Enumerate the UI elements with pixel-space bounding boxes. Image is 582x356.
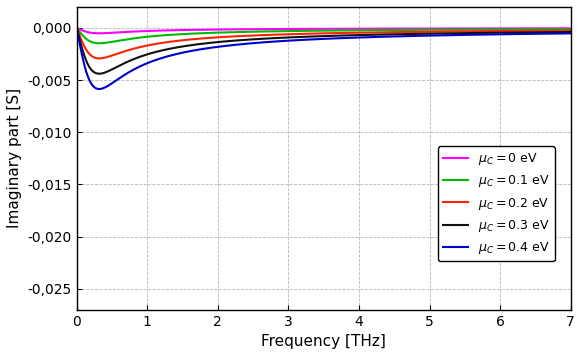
$\mu_C = 0.3$ eV <box>558 30 565 34</box>
$\mu_C = 0$ eV <box>95 31 102 36</box>
$\mu_C = 0.3$ eV <box>285 35 292 40</box>
$\mu_C = 0$ eV <box>73 26 80 30</box>
$\mu_C = 0.3$ eV <box>95 72 102 76</box>
$\mu_C = 0$ eV <box>130 30 137 34</box>
$\mu_C = 0.1$ eV <box>567 27 574 31</box>
$\mu_C = 0.1$ eV <box>95 41 102 46</box>
$\mu_C = 0.4$ eV <box>505 32 512 36</box>
$\mu_C = 0.3$ eV <box>505 31 512 35</box>
$\mu_C = 0.4$ eV <box>263 40 270 44</box>
$\mu_C = 0.3$ eV <box>73 27 80 31</box>
$\mu_C = 0.2$ eV <box>130 47 137 51</box>
$\mu_C = 0.3$ eV <box>263 36 270 41</box>
$\mu_C = 0$ eV <box>505 26 512 31</box>
$\mu_C = 0$ eV <box>567 26 574 31</box>
$\mu_C = 0.1$ eV <box>73 26 80 31</box>
$\mu_C = 0.4$ eV <box>130 68 137 72</box>
$\mu_C = 0.2$ eV <box>558 28 565 33</box>
$\mu_C = 0.1$ eV <box>505 27 512 32</box>
$\mu_C = 0$ eV <box>558 26 565 31</box>
$\mu_C = 0.3$ eV <box>567 30 574 34</box>
Line: $\mu_C = 0.2$ eV: $\mu_C = 0.2$ eV <box>77 29 571 58</box>
Y-axis label: Imaginary part [S]: Imaginary part [S] <box>7 88 22 228</box>
$\mu_C = 0.4$ eV <box>567 31 574 36</box>
Line: $\mu_C = 0$ eV: $\mu_C = 0$ eV <box>77 28 571 33</box>
$\mu_C = 0.3$ eV <box>159 48 166 52</box>
$\mu_C = 0.1$ eV <box>285 29 292 33</box>
$\mu_C = 0.1$ eV <box>558 27 565 31</box>
$\mu_C = 0.1$ eV <box>159 33 166 37</box>
$\mu_C = 0.4$ eV <box>95 87 102 91</box>
$\mu_C = 0.4$ eV <box>73 28 80 32</box>
$\mu_C = 0.2$ eV <box>567 28 574 33</box>
$\mu_C = 0.2$ eV <box>159 41 166 45</box>
X-axis label: Frequency [THz]: Frequency [THz] <box>261 334 386 349</box>
$\mu_C = 0.1$ eV <box>263 29 270 33</box>
Line: $\mu_C = 0.4$ eV: $\mu_C = 0.4$ eV <box>77 30 571 89</box>
$\mu_C = 0$ eV <box>263 27 270 31</box>
$\mu_C = 0.4$ eV <box>285 38 292 43</box>
$\mu_C = 0.2$ eV <box>505 29 512 33</box>
$\mu_C = 0.2$ eV <box>95 56 102 61</box>
$\mu_C = 0.2$ eV <box>285 32 292 36</box>
Legend: $\mu_C = 0$ eV, $\mu_C = 0.1$ eV, $\mu_C = 0.2$ eV, $\mu_C = 0.3$ eV, $\mu_C = 0: $\mu_C = 0$ eV, $\mu_C = 0.1$ eV, $\mu_C… <box>438 146 555 261</box>
$\mu_C = 0.1$ eV <box>130 36 137 41</box>
Line: $\mu_C = 0.1$ eV: $\mu_C = 0.1$ eV <box>77 28 571 43</box>
$\mu_C = 0$ eV <box>159 28 166 33</box>
Line: $\mu_C = 0.3$ eV: $\mu_C = 0.3$ eV <box>77 29 571 74</box>
$\mu_C = 0.3$ eV <box>130 57 137 61</box>
$\mu_C = 0.2$ eV <box>73 27 80 31</box>
$\mu_C = 0$ eV <box>285 27 292 31</box>
$\mu_C = 0.4$ eV <box>159 56 166 60</box>
$\mu_C = 0.2$ eV <box>263 33 270 37</box>
$\mu_C = 0.4$ eV <box>558 31 565 36</box>
